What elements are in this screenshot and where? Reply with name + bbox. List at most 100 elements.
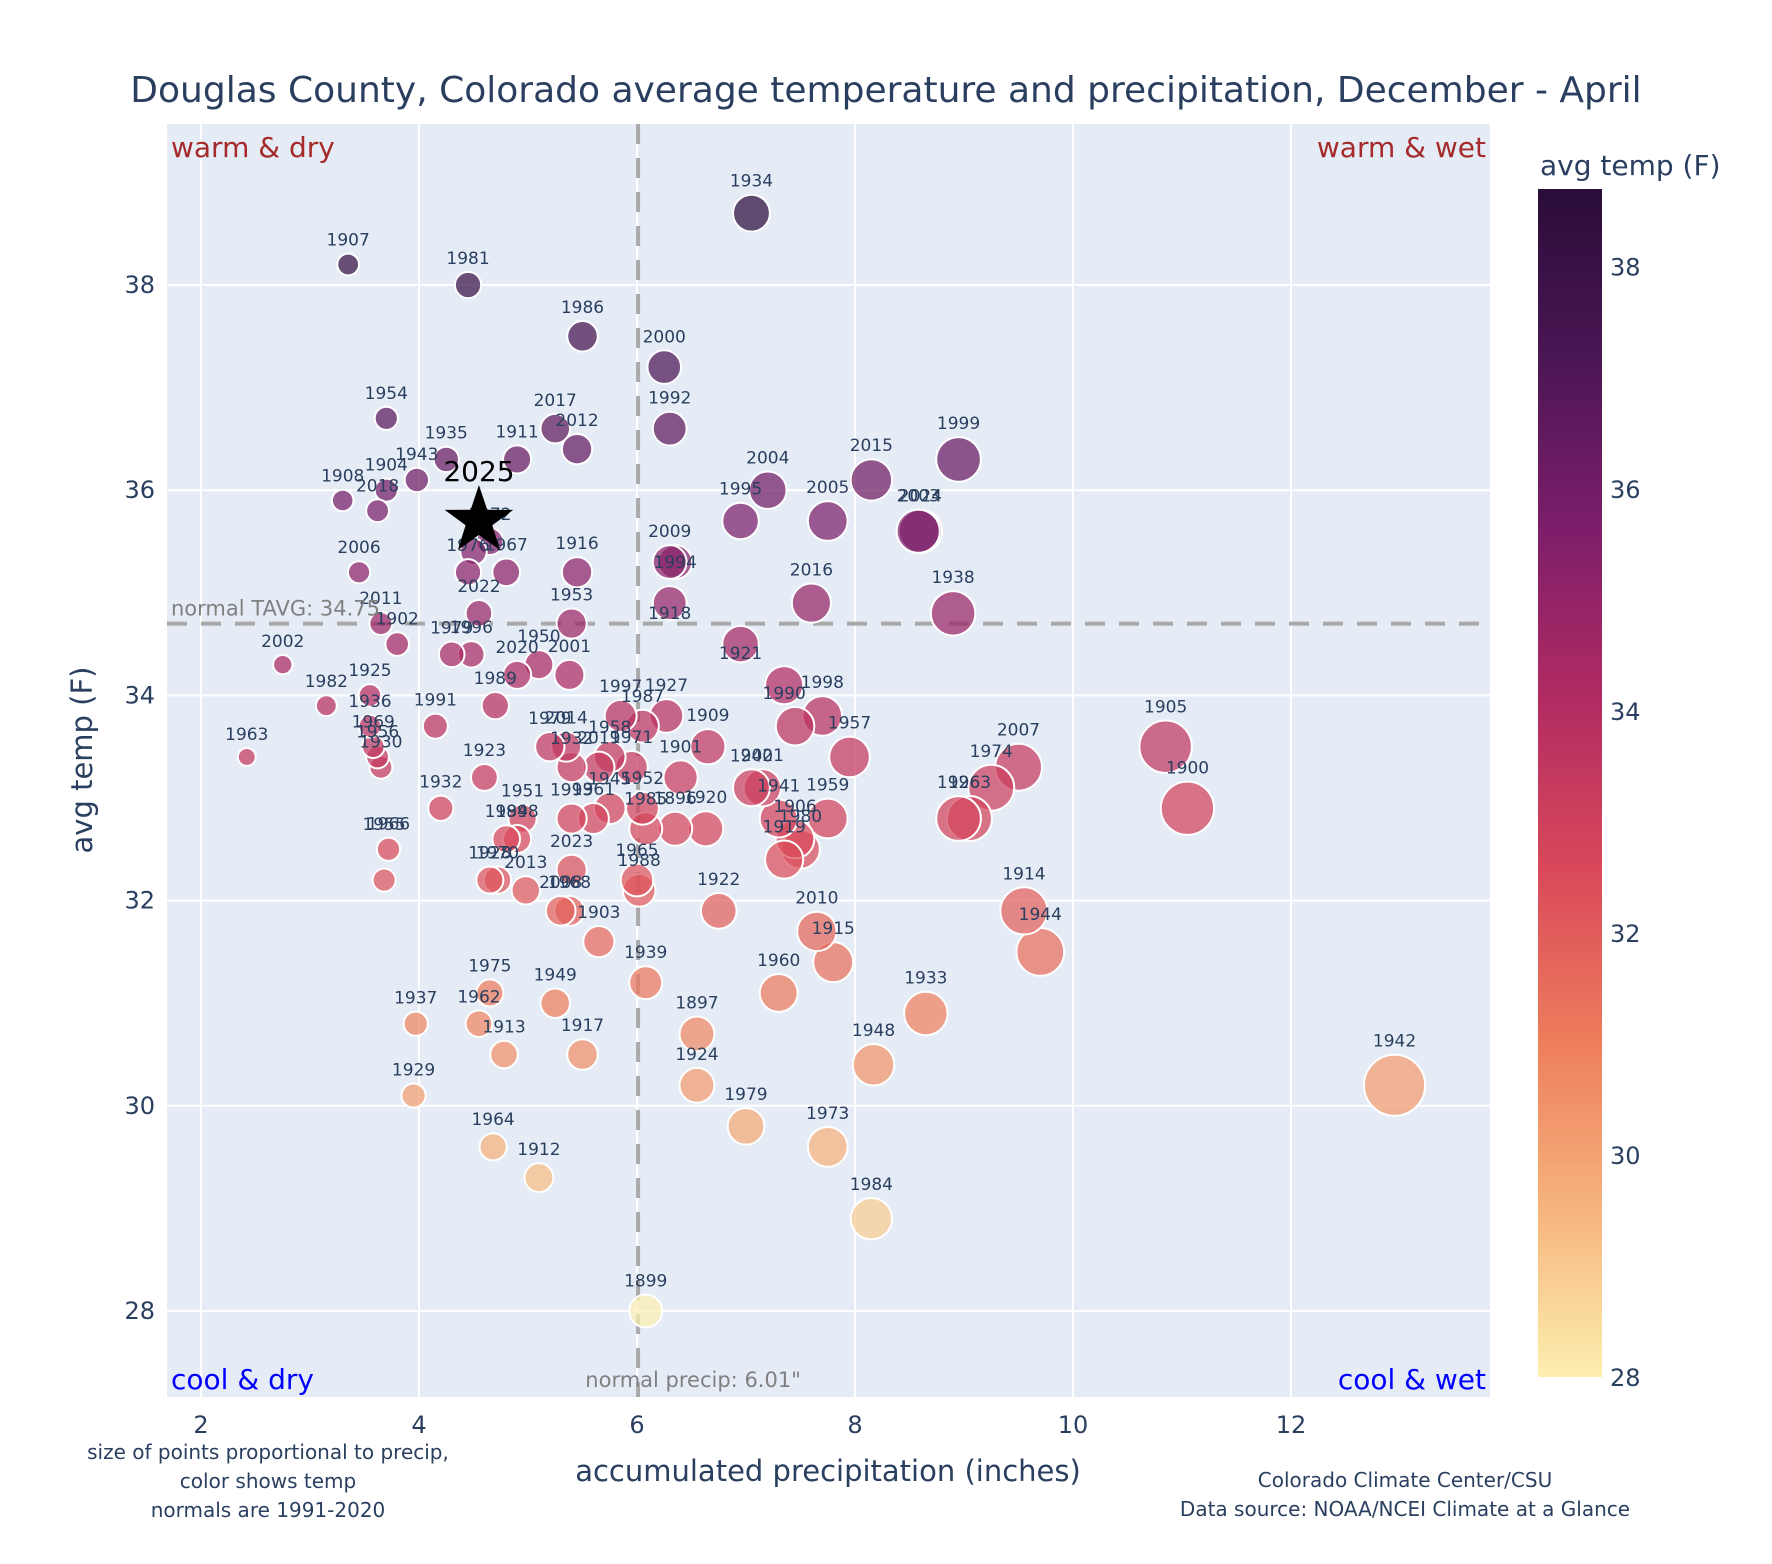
data-point [929,590,977,637]
data-point [566,1038,599,1071]
data-point [437,640,466,669]
point-label: 1966 [367,815,410,835]
colorbar-gradient [1538,189,1602,1377]
point-label: 2006 [337,538,380,558]
y-tick-label: 38 [124,271,155,299]
data-point [851,1043,896,1087]
point-label: 2018 [356,476,399,496]
y-tick-label: 32 [124,887,155,915]
point-label: 1979 [724,1085,767,1105]
point-label: 2009 [648,522,691,542]
point-label: 1905 [1144,697,1187,717]
data-points [236,193,1427,1329]
point-label: 1920 [684,788,727,808]
point-label: 1963 [948,773,991,793]
point-label: 2004 [746,448,789,468]
point-label: 1964 [471,1110,514,1130]
point-label: 2017 [534,391,577,411]
highlight-2025: 2025 [443,455,515,551]
footnote-size: size of points proportional to precip, [87,1440,449,1464]
point-label: 1952 [621,769,664,789]
data-point [427,794,455,822]
point-label: 1944 [1019,905,1062,925]
normal-temp-label: normal TAVG: 34.75 [171,597,380,621]
data-point [539,412,572,445]
data-point [806,1125,849,1168]
quadrant-warm-wet: warm & wet [1317,131,1486,164]
footnote-normals: normals are 1991-2020 [151,1498,386,1522]
point-label: 2015 [850,436,893,456]
data-point [502,444,533,475]
data-point [687,810,725,848]
point-label: 1974 [970,742,1013,762]
point-label: 1956 [356,723,399,743]
data-point [764,839,805,880]
point-label: 1996 [450,618,493,638]
data-point [806,797,849,840]
point-label: 1930 [359,733,402,753]
point-label: 2021 [741,746,784,766]
point-label: 1899 [624,1272,667,1292]
quadrant-cool-wet: cool & wet [1338,1363,1486,1396]
x-tick-label: 10 [1058,1411,1089,1439]
point-label: 2008 [539,873,582,893]
data-point [678,1015,716,1053]
point-label: 1918 [648,604,691,624]
point-label: 1980 [779,807,822,827]
data-point [357,683,383,708]
point-label: 1909 [686,706,729,726]
data-point [758,972,799,1013]
point-label: 1933 [904,969,947,989]
data-point [790,582,832,624]
data-point [895,508,941,554]
data-point [491,557,522,588]
point-label: 1913 [482,1018,525,1038]
point-label: 1986 [561,298,604,318]
point-label: 2012 [555,411,598,431]
point-label: 1970 [476,843,519,863]
data-point [731,768,771,808]
y-tick-label: 34 [124,681,155,709]
data-point [935,795,982,842]
data-point [603,698,638,733]
data-point [534,731,566,763]
point-label: 1990 [763,684,806,704]
point-label: 1928 [468,844,511,864]
data-point [628,1293,664,1329]
data-point [400,1082,427,1109]
point-label: 1943 [395,445,438,465]
data-point [346,560,372,585]
point-label: 1925 [348,661,391,681]
y-tick-label: 28 [124,1297,155,1325]
data-point [849,458,894,502]
data-point [375,836,402,862]
data-point [1138,719,1193,774]
point-label: 1901 [659,737,702,757]
point-label: 2019 [577,729,620,749]
data-point [806,500,849,542]
data-point [384,631,410,657]
data-point [491,824,522,854]
data-point [566,320,599,353]
footnote-color: color shows temp [180,1469,356,1493]
x-tick-label: 12 [1276,1411,1307,1439]
quadrant-warm-dry: warm & dry [171,131,335,164]
point-label: 2011 [359,589,402,609]
point-label: 1992 [648,389,691,409]
point-label: 1902 [376,609,419,629]
point-label: 1994 [654,553,697,573]
footnote-right: Colorado Climate Center/CSU Data source:… [1180,1468,1630,1521]
data-point [651,544,688,580]
colorbar-tick-label: 38 [1610,254,1641,282]
point-label: 1904 [365,456,408,476]
data-point [555,607,588,640]
point-label: 2016 [790,560,833,580]
data-point [357,713,383,739]
data-point [731,193,771,233]
point-label: 1991 [414,691,457,711]
x-axis-title: accumulated precipitation (inches) [575,1454,1081,1488]
data-point [553,658,586,691]
point-label: 1927 [645,676,688,696]
data-point [1159,780,1216,836]
